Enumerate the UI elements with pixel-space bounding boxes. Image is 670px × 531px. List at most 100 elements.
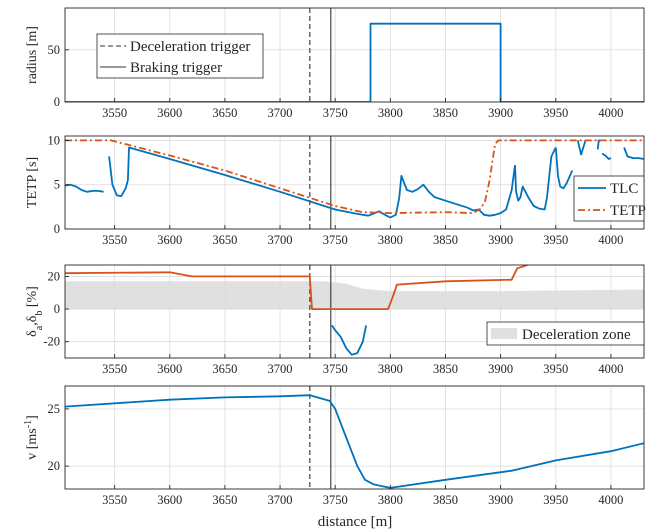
x-tick-label: 3600 bbox=[157, 362, 182, 376]
figure-xlabel: distance [m] bbox=[318, 514, 393, 530]
x-tick-label: 3850 bbox=[433, 106, 458, 120]
x-tick-label: 3550 bbox=[102, 233, 127, 247]
y-axis-label-part: δ bbox=[25, 330, 40, 337]
series-line-delta_a bbox=[65, 265, 530, 310]
series-line-tlc bbox=[108, 156, 129, 198]
axes-frame bbox=[64, 385, 645, 490]
y-tick-label: 0 bbox=[54, 222, 60, 236]
y-axis-label-part: -1 bbox=[23, 420, 34, 428]
y-axis-label: v [ms-1] bbox=[23, 415, 41, 460]
y-tick-label: 50 bbox=[48, 43, 61, 57]
series-line-tlc bbox=[127, 146, 516, 219]
plot-area bbox=[65, 386, 644, 489]
deceleration-zone-area bbox=[65, 281, 644, 310]
series-line-tlc bbox=[65, 183, 104, 193]
y-axis-label-part: b bbox=[34, 311, 45, 316]
x-tick-label: 3700 bbox=[268, 493, 293, 507]
y-tick-label: 0 bbox=[54, 302, 60, 316]
x-tick-label: 3850 bbox=[433, 233, 458, 247]
legend-box bbox=[96, 33, 264, 79]
y-tick-label: 25 bbox=[48, 402, 61, 416]
plot-area bbox=[65, 136, 644, 229]
x-tick-label: 3650 bbox=[212, 362, 237, 376]
x-tick-label: 3750 bbox=[323, 362, 348, 376]
y-axis-label: δa,δb [%] bbox=[25, 286, 45, 337]
legend-label: Braking trigger bbox=[130, 60, 222, 76]
x-tick-label: 3650 bbox=[212, 233, 237, 247]
legend-label: Deceleration trigger bbox=[130, 39, 250, 55]
x-tick-label: 4000 bbox=[598, 106, 623, 120]
x-tick-label: 3950 bbox=[543, 493, 568, 507]
y-axis-label: radius [m] bbox=[25, 26, 40, 84]
x-tick-label: 3550 bbox=[102, 493, 127, 507]
legend-box bbox=[486, 321, 645, 346]
grid bbox=[65, 386, 644, 489]
series-line-tlc bbox=[601, 152, 612, 160]
x-tick-label: 4000 bbox=[598, 362, 623, 376]
y-axis-label-part: ,δ bbox=[25, 315, 40, 326]
legend-swatch-zone bbox=[491, 328, 517, 339]
legend: TLC TETP bbox=[573, 175, 646, 222]
y-axis-label-part: ] bbox=[25, 415, 40, 420]
legend-box bbox=[573, 175, 645, 222]
x-tick-label: 3900 bbox=[488, 106, 513, 120]
legend-label: TETP bbox=[610, 203, 646, 219]
x-tick-label: 3700 bbox=[268, 106, 293, 120]
x-tick-label: 3600 bbox=[157, 106, 182, 120]
x-tick-label: 3800 bbox=[378, 106, 403, 120]
x-tick-label: 3900 bbox=[488, 233, 513, 247]
x-tick-label: 3600 bbox=[157, 493, 182, 507]
y-tick-label: -20 bbox=[43, 335, 60, 349]
series-line-tlc bbox=[623, 147, 644, 160]
x-tick-label: 3550 bbox=[102, 362, 127, 376]
series-line-tetp bbox=[65, 139, 644, 214]
y-tick-label: 0 bbox=[54, 95, 60, 109]
y-tick-label: 20 bbox=[48, 459, 61, 473]
x-tick-label: 3950 bbox=[543, 233, 568, 247]
panels: 3550 3600 3650 3700 3750 3800 3850 3900 3950 4000… bbox=[23, 7, 646, 507]
y-tick-label: 5 bbox=[54, 178, 60, 192]
panel-2: 3550 3600 3650 3700 3750 3800 3850 3900 3950 4000… bbox=[25, 133, 646, 247]
y-axis-label-part: v [ms bbox=[25, 428, 40, 460]
y-axis-label-part: [%] bbox=[25, 286, 40, 311]
legend-label: Deceleration zone bbox=[522, 327, 631, 343]
x-tick-label: 3950 bbox=[543, 106, 568, 120]
x-tick-label: 3850 bbox=[433, 362, 458, 376]
x-tick-label: 3800 bbox=[378, 362, 403, 376]
legend-label: TLC bbox=[610, 181, 638, 197]
x-tick-label: 3650 bbox=[212, 106, 237, 120]
panel-3: 3550 3600 3650 3700 3750 3800 3850 3900 3950 4000… bbox=[25, 264, 645, 376]
x-tick-label: 3700 bbox=[268, 362, 293, 376]
y-axis-label-part: a bbox=[34, 325, 45, 330]
series-line-tlc bbox=[576, 140, 587, 156]
legend: Deceleration trigger Braking trigger bbox=[96, 33, 264, 79]
x-tick-label: 4000 bbox=[598, 233, 623, 247]
axes-frame bbox=[64, 264, 645, 359]
x-tick-label: 3950 bbox=[543, 362, 568, 376]
x-tick-label: 3900 bbox=[488, 493, 513, 507]
y-tick-label: 20 bbox=[48, 269, 61, 283]
x-tick-label: 3750 bbox=[323, 233, 348, 247]
x-tick-label: 3800 bbox=[378, 493, 403, 507]
series-line-radius bbox=[65, 22, 644, 102]
x-tick-label: 3600 bbox=[157, 233, 182, 247]
series-line-delta_b bbox=[331, 324, 367, 356]
panel-4: 3550 3600 3650 3700 3750 3800 3850 3900 3950 4000… bbox=[23, 385, 645, 507]
x-tick-label: 3800 bbox=[378, 233, 403, 247]
y-tick-label: 10 bbox=[48, 133, 61, 147]
x-tick-label: 4000 bbox=[598, 493, 623, 507]
series-line-tlc bbox=[554, 147, 574, 190]
x-tick-label: 3550 bbox=[102, 106, 127, 120]
x-tick-label: 3900 bbox=[488, 362, 513, 376]
panel-1: 3550 3600 3650 3700 3750 3800 3850 3900 3950 4000… bbox=[25, 7, 645, 120]
x-tick-label: 3650 bbox=[212, 493, 237, 507]
x-tick-label: 3750 bbox=[323, 493, 348, 507]
legend: Deceleration zone bbox=[486, 321, 645, 346]
x-tick-label: 3850 bbox=[433, 493, 458, 507]
x-tick-label: 3750 bbox=[323, 106, 348, 120]
y-axis-label: TETP [s] bbox=[25, 157, 40, 208]
axes-frame bbox=[64, 7, 645, 103]
series-line-v bbox=[65, 394, 644, 489]
x-tick-label: 3700 bbox=[268, 233, 293, 247]
